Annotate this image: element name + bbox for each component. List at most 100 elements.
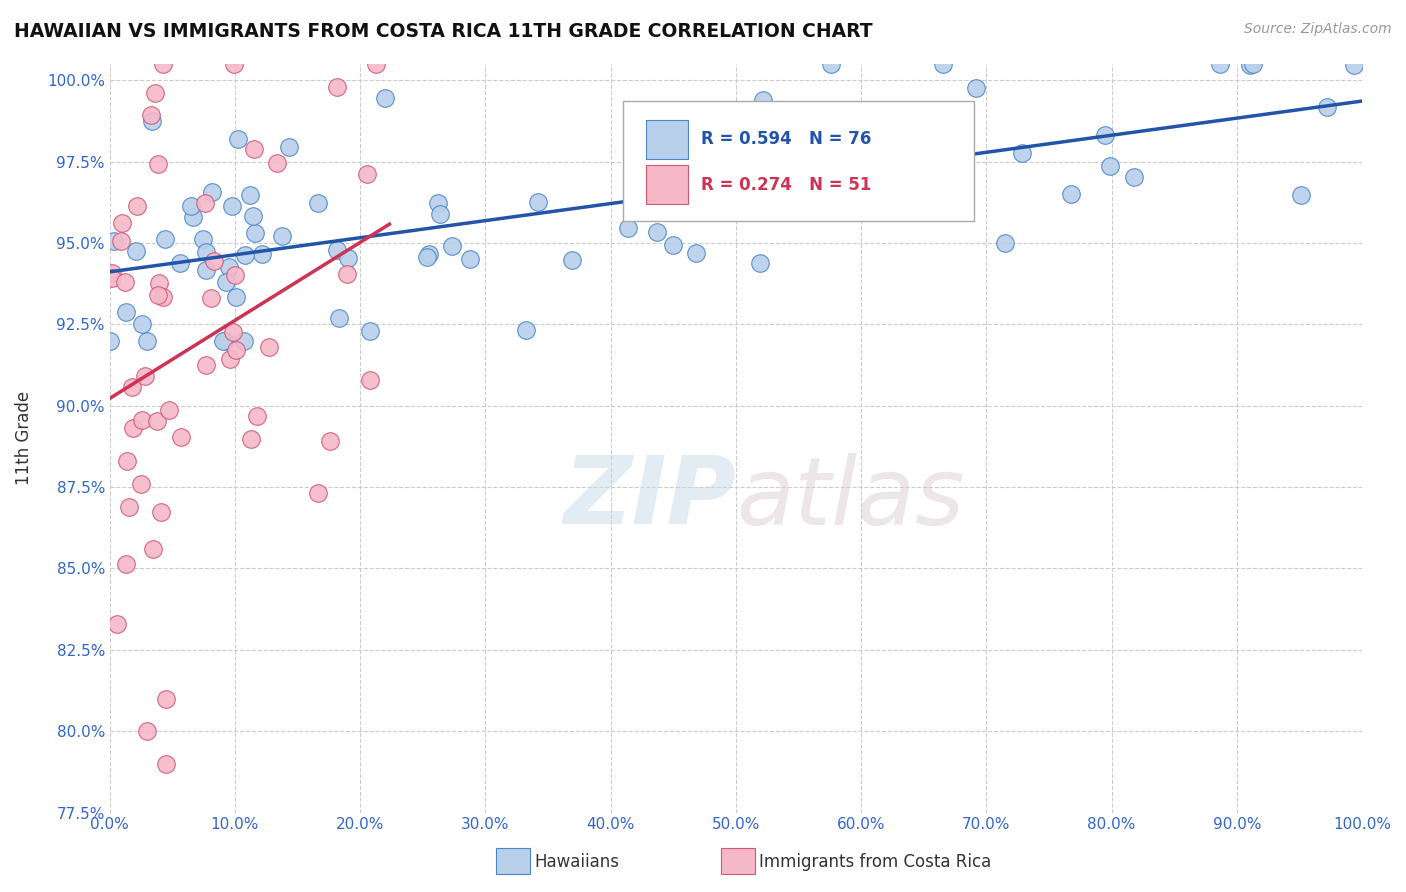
Point — [319, 434, 342, 449]
Text: ZIP: ZIP — [562, 452, 735, 544]
Point — [110, 234, 132, 248]
Point — [135, 724, 157, 739]
Point — [1316, 100, 1339, 114]
Point — [257, 340, 280, 354]
Point — [136, 334, 159, 348]
Point — [246, 409, 269, 424]
Point — [115, 454, 138, 468]
Point — [1094, 128, 1116, 142]
Point — [307, 485, 329, 500]
Point — [645, 225, 668, 239]
Point — [153, 232, 176, 246]
Point — [242, 209, 264, 223]
Point — [307, 196, 329, 211]
Point — [148, 157, 170, 171]
Point — [103, 234, 125, 248]
Point — [152, 57, 174, 71]
Point — [134, 368, 156, 383]
Point — [224, 268, 246, 282]
Point — [152, 289, 174, 303]
Point — [146, 414, 169, 428]
Point — [1289, 188, 1312, 202]
Point — [219, 351, 242, 366]
Point — [749, 256, 772, 270]
Point — [111, 216, 134, 230]
Point — [122, 421, 145, 435]
Point — [225, 343, 247, 357]
Point — [148, 276, 170, 290]
Point — [195, 358, 218, 372]
Point — [266, 155, 288, 169]
Point — [617, 221, 640, 235]
Point — [775, 105, 797, 120]
Point — [139, 108, 162, 122]
Point — [1098, 159, 1121, 173]
Point — [252, 247, 274, 261]
Point — [155, 756, 177, 771]
Point — [115, 305, 138, 319]
Point — [243, 142, 266, 156]
Point — [416, 250, 439, 264]
FancyBboxPatch shape — [645, 120, 689, 159]
Point — [125, 244, 148, 258]
Point — [121, 380, 143, 394]
Point — [965, 81, 987, 95]
Point — [202, 253, 225, 268]
Text: R = 0.274   N = 51: R = 0.274 N = 51 — [700, 177, 872, 194]
Point — [326, 80, 349, 95]
Point — [948, 176, 970, 190]
Text: Hawaiians: Hawaiians — [534, 853, 619, 871]
Point — [180, 199, 202, 213]
Point — [1209, 57, 1232, 71]
Point — [1343, 58, 1365, 72]
Point — [932, 57, 955, 71]
Point — [193, 232, 215, 246]
Point — [101, 271, 124, 285]
Point — [240, 432, 263, 446]
Point — [214, 334, 236, 348]
Point — [364, 57, 387, 71]
Text: Immigrants from Costa Rica: Immigrants from Costa Rica — [759, 853, 991, 871]
Point — [149, 505, 172, 519]
Point — [225, 290, 247, 304]
Point — [129, 477, 152, 491]
Point — [356, 167, 378, 181]
Text: R = 0.594   N = 76: R = 0.594 N = 76 — [700, 130, 872, 148]
Point — [233, 334, 256, 348]
Point — [426, 196, 449, 211]
Point — [233, 248, 256, 262]
Point — [915, 165, 938, 179]
Point — [277, 140, 299, 154]
Point — [117, 500, 139, 514]
Text: HAWAIIAN VS IMMIGRANTS FROM COSTA RICA 11TH GRADE CORRELATION CHART: HAWAIIAN VS IMMIGRANTS FROM COSTA RICA 1… — [14, 22, 873, 41]
Text: atlas: atlas — [735, 452, 965, 544]
Point — [114, 557, 136, 571]
Point — [650, 148, 672, 162]
Point — [526, 194, 548, 209]
Point — [662, 238, 685, 252]
Point — [752, 93, 775, 107]
Point — [359, 324, 381, 338]
Y-axis label: 11th Grade: 11th Grade — [15, 392, 32, 485]
Point — [1241, 57, 1264, 71]
Point — [561, 252, 583, 267]
Point — [673, 186, 696, 201]
Point — [157, 403, 180, 417]
Point — [360, 373, 382, 387]
Point — [141, 114, 163, 128]
Point — [328, 310, 350, 325]
Point — [239, 187, 262, 202]
Point — [100, 334, 122, 348]
Point — [127, 199, 149, 213]
Point — [200, 291, 222, 305]
Point — [1059, 186, 1081, 201]
Point — [201, 186, 224, 200]
Point — [114, 275, 136, 289]
Point — [105, 617, 128, 632]
Point — [749, 202, 772, 217]
Point — [429, 207, 451, 221]
Point — [131, 318, 153, 332]
Point — [143, 86, 166, 100]
Point — [181, 211, 204, 225]
Point — [820, 57, 842, 71]
